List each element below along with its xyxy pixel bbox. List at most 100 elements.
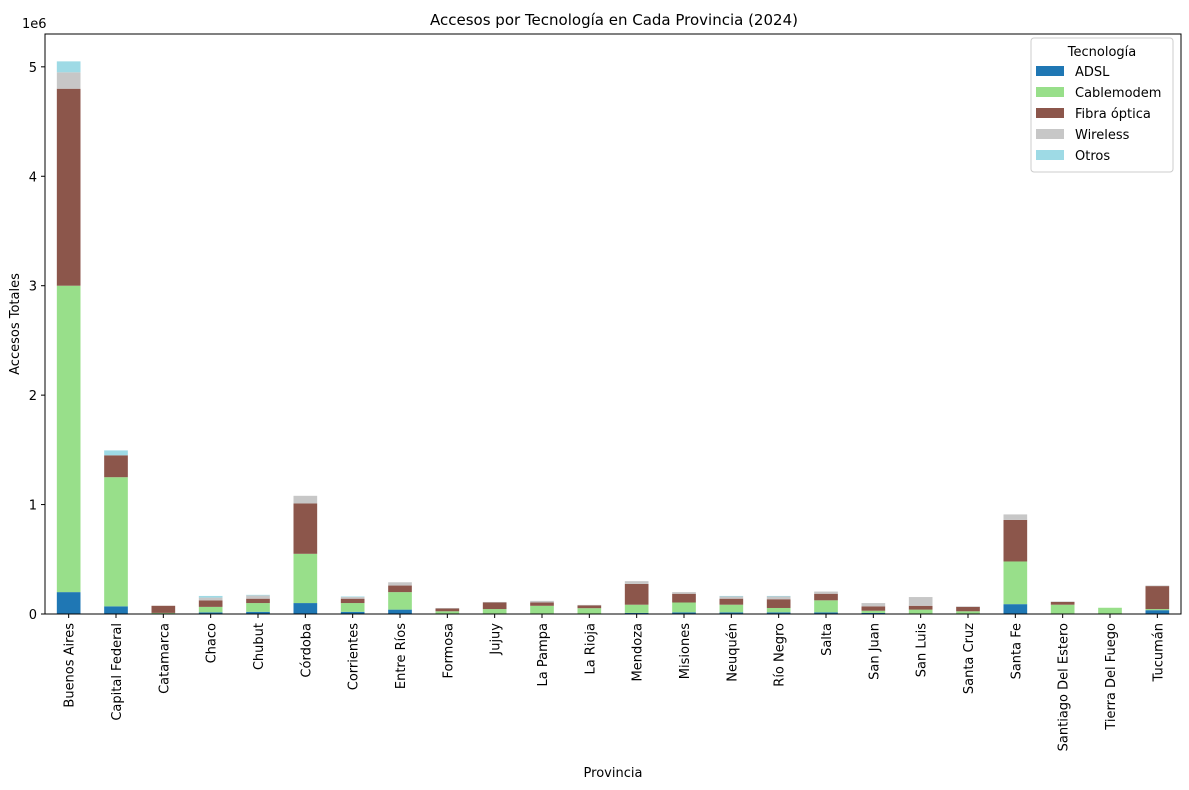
bar-segment-cablemodem [293, 553, 318, 604]
bar-segment-otros [56, 61, 81, 73]
bar-segment-cablemodem [1003, 561, 1028, 605]
x-tick-label: Corrientes [347, 623, 362, 690]
bar-segment-fibra-óptica [198, 600, 223, 607]
bar-segment-adsl [246, 611, 270, 614]
bar-segment-cablemodem [482, 609, 507, 614]
bar-segment-cablemodem [1145, 609, 1170, 611]
bar-segment-cablemodem [719, 604, 744, 613]
bar-segment-adsl [1145, 610, 1170, 614]
bar-segment-fibra-óptica [388, 585, 412, 593]
x-tick-label: Misiones [678, 623, 693, 679]
bar-segment-fibra-óptica [577, 605, 602, 609]
bar-segment-cablemodem [151, 612, 176, 614]
legend-swatch [1036, 66, 1064, 76]
legend: Tecnología ADSL Cablemodem Fibra óptica Wir… [1030, 37, 1174, 173]
bar-segment-cablemodem [861, 610, 886, 613]
legend-label: Wireless [1075, 128, 1130, 143]
bar-segment-cablemodem [1098, 607, 1122, 614]
bar-segment-adsl [293, 603, 318, 614]
x-tick-label: Tierra Del Fuego [1104, 623, 1119, 731]
bar-segment-cablemodem [956, 611, 980, 614]
bar-segment-cablemodem [624, 604, 649, 613]
bar-segment-otros [198, 595, 223, 598]
bar-segment-adsl [198, 612, 223, 614]
bar-segment-wireless [435, 607, 460, 609]
bar-segment-wireless [624, 581, 649, 584]
bar-segment-fibra-óptica [766, 599, 791, 608]
x-tick-label: Capital Federal [110, 623, 125, 721]
bar-segment-otros [766, 595, 791, 597]
x-tick-label: Santiago Del Estero [1057, 623, 1072, 751]
bar-segment-wireless [482, 601, 507, 603]
bar-segment-wireless [672, 592, 696, 594]
bar-segment-adsl [624, 612, 649, 614]
bar-segment-wireless [956, 606, 980, 607]
bar-segment-wireless [1050, 601, 1075, 602]
legend-swatch [1036, 87, 1064, 97]
bar-segment-fibra-óptica [861, 606, 886, 611]
bar-segment-fibra-óptica [1145, 586, 1170, 610]
bar-segment-cablemodem [388, 592, 412, 610]
bar-segment-wireless [1145, 585, 1170, 587]
y-tick-label: 1 [29, 499, 37, 514]
bar-segment-fibra-óptica [151, 605, 176, 613]
x-tick-label: Catamarca [157, 623, 172, 694]
bar-segment-adsl [340, 611, 365, 614]
bar-segment-fibra-óptica [908, 605, 933, 610]
bar-segment-fibra-óptica [814, 593, 838, 601]
y-tick-label: 5 [29, 61, 37, 76]
bar-segment-adsl [56, 592, 81, 614]
bar-segment-cablemodem [198, 606, 223, 613]
x-tick-label: Santa Fe [1009, 623, 1024, 679]
y-tick-label: 3 [29, 280, 37, 295]
x-tick-label: Buenos Aires [63, 623, 78, 708]
bar-segment-fibra-óptica [482, 602, 507, 610]
x-tick-label: Río Negro [773, 623, 788, 687]
bar-segment-wireless [56, 72, 81, 89]
bar-segment-cablemodem [908, 609, 933, 614]
bar-segment-fibra-óptica [293, 503, 318, 554]
bar-segment-adsl [766, 612, 791, 614]
legend-box [1030, 37, 1174, 173]
y-scale-label: 1e6 [22, 17, 47, 32]
bar-segment-fibra-óptica [672, 593, 696, 603]
legend-swatch [1036, 108, 1064, 118]
bar-segment-fibra-óptica [340, 598, 365, 604]
chart-title: Accesos por Tecnología en Cada Provincia… [430, 11, 798, 29]
bar-segment-otros [340, 596, 365, 598]
x-tick-label: Jujuy [489, 623, 504, 656]
bar-segment-fibra-óptica [530, 602, 554, 606]
bar-segment-cablemodem [435, 611, 460, 614]
bar-segment-fibra-óptica [624, 583, 649, 605]
bar-segment-fibra-óptica [719, 598, 744, 605]
bar-segment-fibra-óptica [246, 598, 270, 604]
y-tick-label: 0 [29, 608, 37, 623]
bar-segment-wireless [388, 582, 412, 586]
bar-segment-fibra-óptica [435, 608, 460, 612]
bars-group [56, 61, 1170, 614]
x-tick-label: Mendoza [631, 623, 646, 681]
bar-segment-cablemodem [814, 600, 838, 613]
bar-segment-fibra-óptica [956, 606, 980, 612]
bar-segment-otros [246, 594, 270, 596]
bar-segment-cablemodem [530, 605, 554, 614]
x-tick-label: Salta [820, 623, 835, 656]
bar-segment-wireless [814, 591, 838, 594]
bar-segment-wireless [766, 596, 791, 600]
x-tick-label: Entre Ríos [394, 623, 409, 689]
bar-segment-otros [104, 450, 128, 456]
bar-segment-wireless [908, 597, 933, 606]
bar-segment-fibra-óptica [104, 455, 128, 478]
bar-segment-cablemodem [340, 603, 365, 612]
x-tick-label: La Rioja [583, 623, 598, 675]
legend-swatch [1036, 129, 1064, 139]
bar-segment-adsl [104, 606, 128, 614]
bar-segment-cablemodem [672, 602, 696, 613]
bar-segment-adsl [814, 612, 838, 614]
bar-segment-wireless [530, 600, 554, 603]
bar-segment-fibra-óptica [56, 88, 81, 286]
bar-segment-wireless [340, 597, 365, 599]
bar-segment-cablemodem [246, 603, 270, 612]
bar-segment-wireless [861, 603, 886, 607]
